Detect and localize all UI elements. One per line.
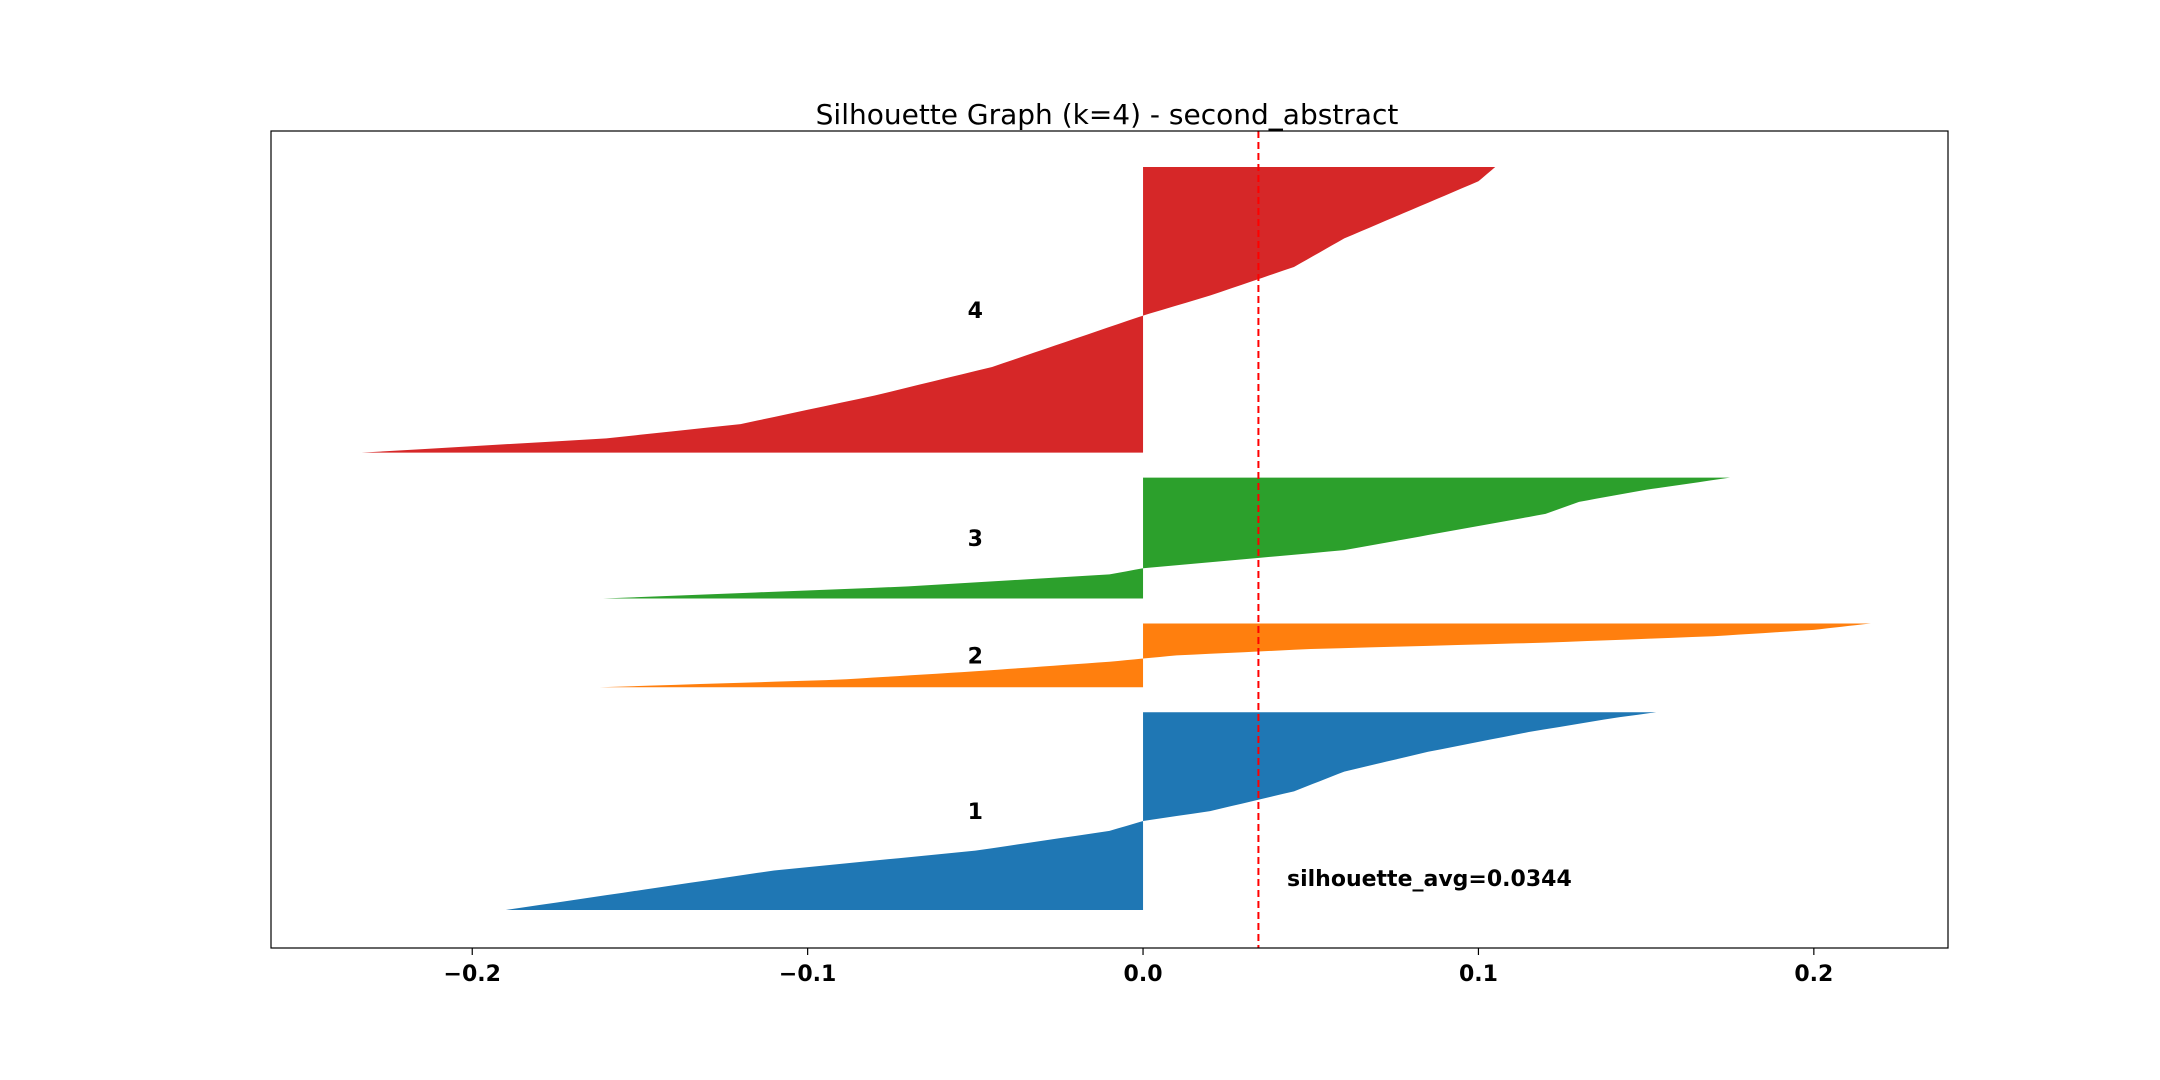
cluster-label-4: 4 (968, 299, 983, 324)
chart-title: Silhouette Graph (k=4) - second_abstract (816, 98, 1399, 131)
cluster-labels: 1 2 3 4 (968, 299, 983, 825)
cluster-label-2: 2 (968, 644, 983, 669)
x-tick-label: −0.2 (444, 962, 501, 987)
cluster-label-3: 3 (968, 527, 983, 552)
cluster-1-silhouette (505, 712, 1657, 910)
clusters-layer (361, 167, 1871, 910)
x-tick-label: −0.1 (779, 962, 836, 987)
x-tick-label: 0.1 (1459, 962, 1498, 987)
cluster-2-silhouette (599, 623, 1871, 688)
x-axis: −0.2 −0.1 0.0 0.1 0.2 (444, 948, 1833, 987)
plot-area-frame (270, 130, 1949, 949)
silhouette-avg-annotation: silhouette_avg=0.0344 (1287, 867, 1572, 892)
x-tick-label: 0.0 (1124, 962, 1163, 987)
x-tick-label: 0.2 (1794, 962, 1833, 987)
cluster-label-1: 1 (968, 800, 983, 825)
cluster-4-silhouette (361, 167, 1496, 453)
cluster-3-silhouette (603, 477, 1730, 599)
